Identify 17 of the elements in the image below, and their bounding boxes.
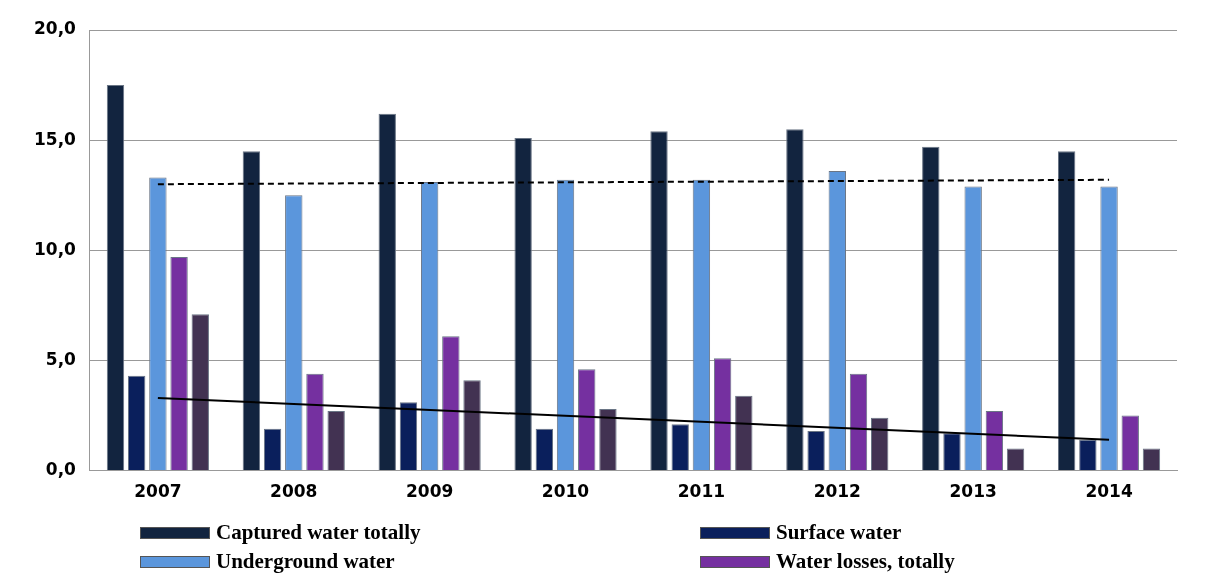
y-tick-label: 0,0 <box>45 459 77 480</box>
x-tick-label: 2013 <box>949 481 997 502</box>
y-tick-label: 20,0 <box>33 18 77 39</box>
x-tick-label: 2008 <box>270 481 318 502</box>
legend-label: Captured water totally <box>216 520 421 545</box>
y-tick-label: 15,0 <box>33 128 77 149</box>
x-tick-label: 2007 <box>134 481 182 502</box>
x-tick-label: 2010 <box>541 481 590 502</box>
y-tick-label: 5,0 <box>45 348 77 369</box>
x-tick-label: 2009 <box>405 481 454 502</box>
legend-label: Underground water <box>216 549 395 574</box>
legend-label: Water losses, totally <box>776 549 955 574</box>
x-tick-label: 2012 <box>813 481 861 502</box>
y-tick-label: 10,0 <box>33 238 77 259</box>
x-tick-label: 2014 <box>1085 481 1133 502</box>
x-tick-label: 2011 <box>677 481 726 502</box>
legend-label: Surface water <box>776 520 902 545</box>
